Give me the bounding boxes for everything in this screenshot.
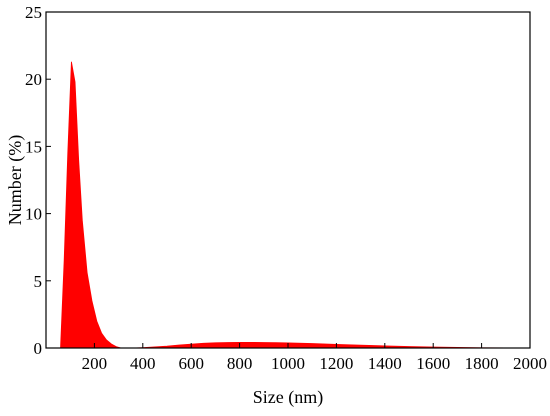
area-layer: [60, 61, 531, 349]
x-tick-label: 600: [178, 354, 204, 373]
y-tick-label: 10: [25, 205, 42, 224]
ticks-layer: 200 400 600 800 1000 1200 1400 1600 1800 2000 0 5 10…: [25, 3, 547, 373]
distribution-area-0: [60, 61, 531, 349]
x-tick-label: 1200: [319, 354, 353, 373]
x-tick-label: 2000: [513, 354, 547, 373]
y-tick-label: 20: [25, 70, 42, 89]
x-tick-label: 400: [130, 354, 156, 373]
x-tick-label: 800: [227, 354, 253, 373]
x-tick-label: 1000: [271, 354, 305, 373]
y-tick-label: 5: [34, 272, 43, 291]
y-axis-title: Number (%): [5, 135, 26, 225]
x-tick-label: 1800: [465, 354, 499, 373]
y-tick-label: 25: [25, 3, 42, 22]
x-tick-label: 1600: [416, 354, 450, 373]
y-tick-label: 15: [25, 137, 42, 156]
x-tick-label: 1400: [368, 354, 402, 373]
x-tick-label: 200: [82, 354, 108, 373]
x-axis-title: Size (nm): [253, 387, 323, 408]
y-tick-label: 0: [34, 339, 43, 358]
plot-frame: [45, 11, 531, 349]
